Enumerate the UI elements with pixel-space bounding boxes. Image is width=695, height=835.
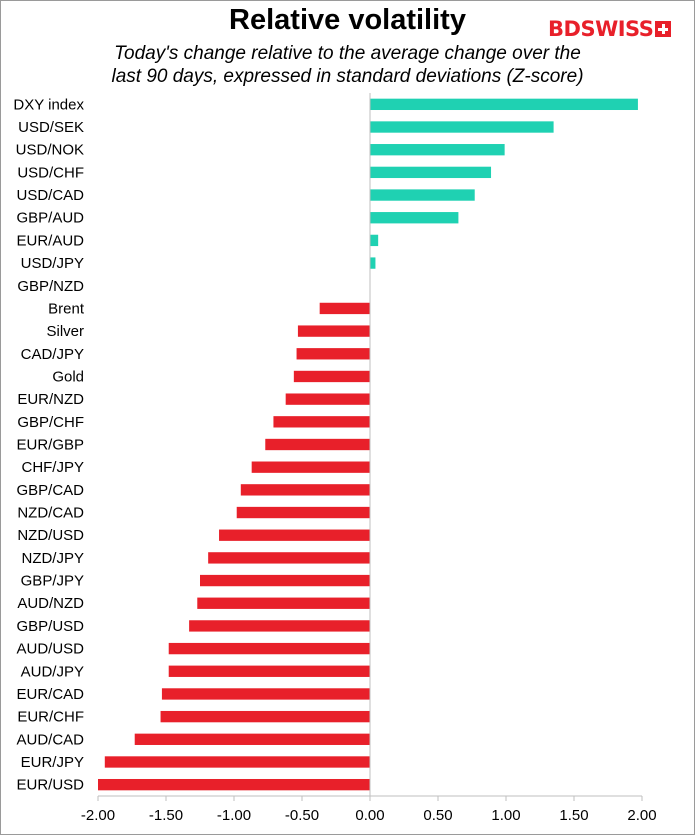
category-label: Silver xyxy=(46,323,84,340)
category-label: GBP/NZD xyxy=(17,278,84,295)
category-label: USD/JPY xyxy=(21,255,84,272)
chart-title: Relative volatility xyxy=(229,4,466,36)
x-tick-label: -2.00 xyxy=(81,807,115,824)
bar xyxy=(208,552,370,564)
category-label: GBP/CHF xyxy=(17,414,84,431)
x-tick-label: -1.50 xyxy=(149,807,183,824)
bar xyxy=(236,506,370,519)
bar xyxy=(370,212,459,224)
category-label: CAD/JPY xyxy=(21,346,84,363)
bar xyxy=(168,665,370,677)
x-tick-label: 1.00 xyxy=(491,807,520,824)
category-label: GBP/JPY xyxy=(21,573,84,590)
category-label: USD/SEK xyxy=(18,119,84,136)
category-label: NZD/CAD xyxy=(17,505,84,522)
bar xyxy=(370,257,376,269)
subtitle-line-1: Today's change relative to the average c… xyxy=(114,43,581,64)
bar xyxy=(134,733,370,745)
category-label: EUR/USD xyxy=(16,777,84,794)
x-tick-label: -0.50 xyxy=(285,807,319,824)
bar xyxy=(160,710,370,723)
category-label: EUR/JPY xyxy=(21,754,84,771)
x-tick-label: 0.00 xyxy=(355,807,384,824)
category-label: GBP/CAD xyxy=(16,482,84,499)
category-label: EUR/AUD xyxy=(16,232,84,249)
bar xyxy=(319,302,370,315)
bar xyxy=(370,144,505,156)
bar xyxy=(219,529,370,541)
bar xyxy=(161,688,370,700)
bar xyxy=(200,574,370,587)
category-label: DXY index xyxy=(13,96,84,113)
category-label: USD/CAD xyxy=(16,187,84,204)
category-label: AUD/USD xyxy=(16,641,84,658)
bar xyxy=(370,234,379,247)
bar xyxy=(273,416,370,428)
bar xyxy=(297,325,370,337)
bar xyxy=(104,756,371,768)
bar xyxy=(251,461,370,473)
category-label: EUR/CAD xyxy=(16,686,84,703)
bar xyxy=(293,370,370,383)
bar xyxy=(370,189,475,201)
category-label: EUR/GBP xyxy=(16,437,84,454)
bar xyxy=(370,121,554,133)
x-tick-label: 0.50 xyxy=(423,807,452,824)
x-tick-label: 2.00 xyxy=(627,807,656,824)
category-label: NZD/USD xyxy=(17,527,84,544)
logo-bd-text: BD xyxy=(548,17,581,41)
chart-subtitle: Today's change relative to the average c… xyxy=(0,42,695,88)
bar xyxy=(370,166,492,179)
category-label: Gold xyxy=(52,368,84,385)
swiss-cross-icon xyxy=(655,21,672,37)
bar xyxy=(168,642,370,655)
category-label: EUR/CHF xyxy=(17,709,84,726)
bar xyxy=(296,348,370,360)
x-tick-label: 1.50 xyxy=(559,807,588,824)
category-label: Brent xyxy=(48,300,85,317)
category-label: AUD/NZD xyxy=(17,595,84,612)
category-label: GBP/AUD xyxy=(16,210,84,227)
category-label: USD/NOK xyxy=(16,142,84,159)
category-label: AUD/CAD xyxy=(16,731,84,748)
category-label: USD/CHF xyxy=(17,164,84,181)
bar xyxy=(189,620,370,632)
bar xyxy=(240,484,370,496)
category-label: AUD/JPY xyxy=(21,663,84,680)
category-label: NZD/JPY xyxy=(21,550,84,567)
logo-swiss-text: SWISS xyxy=(580,17,654,41)
bar xyxy=(285,393,370,405)
bar xyxy=(370,98,638,111)
bar xyxy=(265,438,370,451)
category-label: EUR/NZD xyxy=(17,391,84,408)
subtitle-line-2: last 90 days, expressed in standard devi… xyxy=(111,66,584,87)
bdswiss-logo: BD SWISS xyxy=(548,15,672,43)
bar xyxy=(98,778,370,791)
category-label: CHF/JPY xyxy=(21,459,84,476)
category-label: GBP/USD xyxy=(16,618,84,635)
bar xyxy=(197,597,370,609)
x-tick-label: -1.00 xyxy=(217,807,251,824)
